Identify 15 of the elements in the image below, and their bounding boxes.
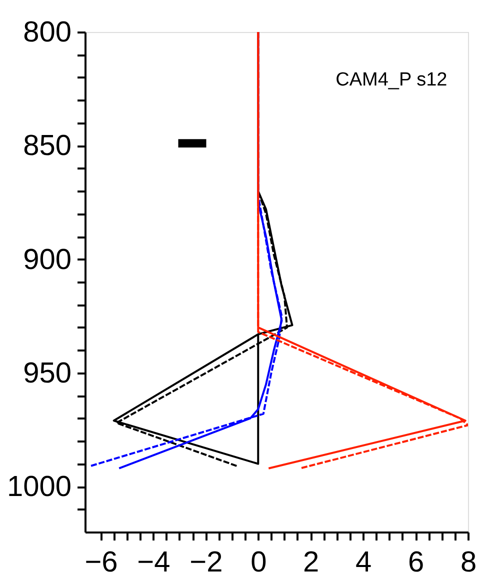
y-tick-label: 850 [23, 130, 72, 162]
annotation: ▬ [178, 122, 206, 154]
annotation: CAM4_P s12 [336, 70, 448, 90]
y-tick-label: 1000 [6, 471, 72, 504]
y-tick-label: 950 [23, 357, 72, 390]
x-tick-label: −6 [84, 546, 118, 574]
y-tick-label: 900 [23, 244, 72, 276]
x-tick-label: 0 [250, 546, 267, 574]
x-tick-label: 8 [460, 546, 477, 574]
x-tick-label: 4 [356, 546, 372, 574]
x-tick-label: −4 [137, 546, 170, 574]
y-tick-label: 800 [23, 16, 72, 48]
x-tick-label: 6 [408, 546, 424, 574]
x-tick-label: 2 [303, 546, 320, 574]
x-tick-label: −2 [190, 546, 223, 574]
